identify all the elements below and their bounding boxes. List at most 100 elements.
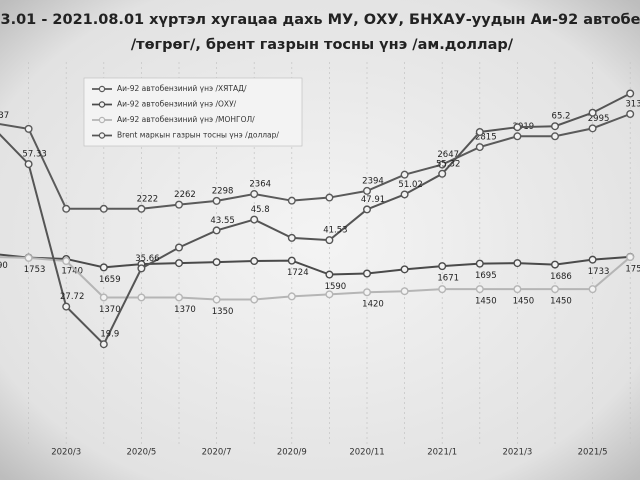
data-point bbox=[551, 132, 560, 141]
data-point bbox=[513, 259, 522, 268]
data-point bbox=[24, 124, 33, 133]
data-label: 3133 bbox=[625, 99, 640, 109]
data-label: 2222 bbox=[137, 194, 159, 204]
data-point bbox=[400, 170, 409, 179]
data-point bbox=[438, 262, 447, 271]
data-point bbox=[551, 285, 560, 294]
data-point bbox=[250, 215, 259, 224]
chart-title: 2020.03.01 - 2021.08.01 хүртэл хугацаа д… bbox=[0, 12, 640, 28]
data-point bbox=[137, 264, 146, 273]
data-label: 1740 bbox=[61, 266, 83, 276]
plot: 2222226222982364239426472815291929953133… bbox=[0, 89, 640, 349]
x-tick-label: 2021/3 bbox=[502, 448, 532, 458]
data-point bbox=[287, 196, 296, 205]
data-point bbox=[475, 127, 484, 136]
data-point bbox=[438, 160, 447, 169]
data-label: 1450 bbox=[475, 297, 497, 307]
legend: Аи-92 автобензиний үнэ /ХЯТАД/Аи-92 авто… bbox=[83, 77, 303, 147]
data-point bbox=[24, 160, 33, 169]
legend-marker bbox=[98, 85, 106, 93]
data-point bbox=[174, 243, 183, 252]
data-label: 57.33 bbox=[22, 150, 46, 160]
data-point bbox=[513, 285, 522, 294]
data-point bbox=[174, 200, 183, 209]
data-label: 1590 bbox=[325, 282, 347, 292]
data-label: 1790 bbox=[0, 261, 8, 271]
data-label: 35.66 bbox=[135, 254, 159, 264]
legend-marker bbox=[98, 116, 106, 124]
data-label: 27.72 bbox=[60, 292, 84, 302]
legend-marker bbox=[98, 132, 106, 139]
data-point bbox=[475, 285, 484, 294]
data-point bbox=[551, 260, 560, 269]
series-line bbox=[0, 256, 631, 301]
x-tick-label: 2020/7 bbox=[202, 448, 232, 458]
data-point bbox=[99, 293, 108, 302]
data-label: 2298 bbox=[212, 186, 234, 196]
data-label: 45.8 bbox=[251, 205, 270, 215]
data-label: 1370 bbox=[174, 305, 196, 315]
legend-label: Аи-92 автобензиний үнэ /ХЯТАД/ bbox=[117, 84, 247, 93]
data-point bbox=[588, 124, 597, 133]
data-point bbox=[212, 295, 221, 304]
data-label: 19.9 bbox=[100, 330, 119, 340]
data-point bbox=[325, 290, 334, 299]
data-point bbox=[400, 265, 409, 274]
data-point bbox=[513, 132, 522, 141]
data-point bbox=[174, 259, 183, 268]
data-label: 1733 bbox=[588, 267, 610, 277]
x-tick-label: 2020/5 bbox=[126, 448, 156, 458]
data-point bbox=[24, 253, 33, 262]
chart-title: /төгрөг/, брент газрын тосны үнэ /ам.дол… bbox=[131, 37, 514, 53]
data-point bbox=[363, 186, 372, 195]
data-point bbox=[551, 122, 560, 131]
data-point bbox=[99, 263, 108, 272]
data-label: 1695 bbox=[475, 271, 497, 281]
data-label: 1450 bbox=[513, 297, 535, 307]
data-label: 43.55 bbox=[210, 216, 234, 226]
data-label: 2364 bbox=[249, 180, 271, 190]
data-point bbox=[400, 287, 409, 296]
legend-label: Аи-92 автобензиний үнэ /ОХУ/ bbox=[117, 100, 237, 109]
data-label: 65.2 bbox=[552, 112, 571, 122]
data-point bbox=[325, 236, 334, 245]
legend-marker bbox=[98, 101, 106, 108]
data-label: 1420 bbox=[362, 300, 384, 310]
data-label: 1686 bbox=[550, 272, 572, 282]
data-point bbox=[212, 258, 221, 267]
data-point bbox=[363, 269, 372, 278]
data-point bbox=[325, 270, 334, 279]
data-label: 65.37 bbox=[0, 111, 9, 121]
series-line bbox=[0, 113, 631, 210]
data-point bbox=[250, 190, 259, 199]
data-point bbox=[99, 204, 108, 213]
data-point bbox=[287, 233, 296, 242]
data-point bbox=[626, 109, 635, 118]
data-label: 41.53 bbox=[323, 226, 347, 236]
data-point bbox=[626, 89, 635, 98]
data-point bbox=[287, 292, 296, 301]
data-point bbox=[475, 259, 484, 268]
data-point bbox=[363, 205, 372, 214]
data-label: 1671 bbox=[437, 274, 459, 284]
data-point bbox=[588, 255, 597, 264]
data-label: 2995 bbox=[588, 114, 610, 124]
x-tick-label: 2020/9 bbox=[277, 448, 307, 458]
data-point bbox=[250, 257, 259, 266]
series-line bbox=[0, 92, 631, 346]
data-point bbox=[174, 293, 183, 302]
data-point bbox=[475, 143, 484, 152]
data-point bbox=[400, 190, 409, 199]
legend-label: Аи-92 автобензиний үнэ /МОНГОЛ/ bbox=[117, 115, 255, 124]
data-label: 2262 bbox=[174, 190, 196, 200]
data-label: 1724 bbox=[287, 268, 309, 278]
data-label: 1659 bbox=[99, 275, 121, 285]
data-point bbox=[363, 288, 372, 297]
x-tick-label: 2020/3 bbox=[51, 448, 81, 458]
data-label: 1450 bbox=[550, 297, 572, 307]
data-point bbox=[287, 256, 296, 265]
data-point bbox=[212, 196, 221, 205]
data-label: 51.02 bbox=[398, 180, 422, 190]
data-point bbox=[626, 253, 635, 262]
